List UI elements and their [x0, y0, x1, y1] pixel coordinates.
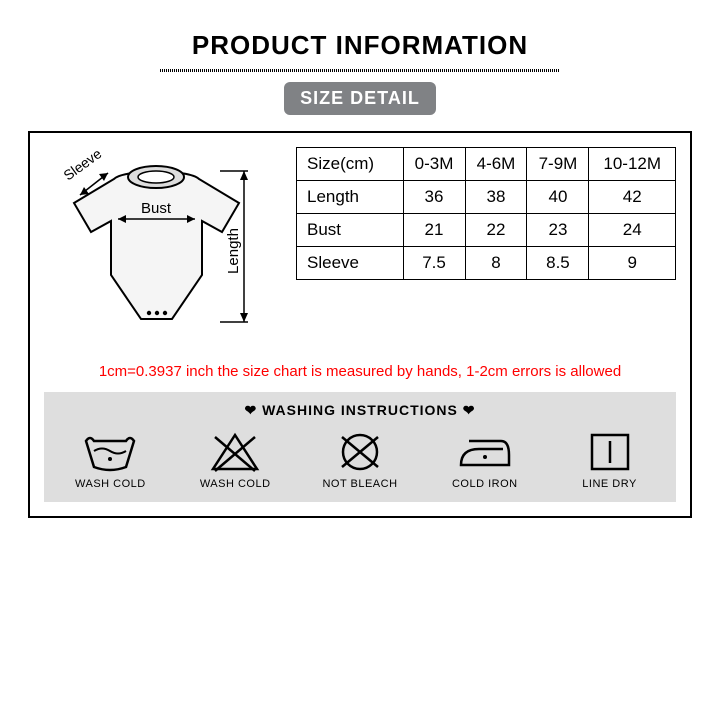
table-row: Bust 21 22 23 24: [297, 214, 676, 247]
table-row: Sleeve 7.5 8 8.5 9: [297, 247, 676, 280]
wash-cold-icon: [55, 429, 165, 474]
wash-item: WASH COLD: [55, 429, 165, 490]
not-bleach-icon: [305, 429, 415, 474]
cell: 8: [465, 247, 527, 280]
cell: 21: [403, 214, 465, 247]
wash-item: COLD IRON: [430, 429, 540, 490]
cell: 36: [403, 181, 465, 214]
page-title: PRODUCT INFORMATION: [28, 30, 692, 61]
row-label: Bust: [297, 214, 404, 247]
cell: 24: [589, 214, 676, 247]
row-label: Length: [297, 181, 404, 214]
wash-label: WASH COLD: [55, 478, 165, 490]
washing-row: WASH COLD WASH COLD: [48, 429, 672, 490]
bust-label: Bust: [141, 200, 172, 217]
sleeve-label: Sleeve: [60, 147, 104, 183]
table-header-row: Size(cm) 0-3M 4-6M 7-9M 10-12M: [297, 148, 676, 181]
line-dry-icon: [555, 429, 665, 474]
length-label: Length: [225, 228, 242, 274]
size-table: Size(cm) 0-3M 4-6M 7-9M 10-12M Length 36…: [296, 147, 676, 280]
wash-cross-icon: [180, 429, 290, 474]
col-size: 4-6M: [465, 148, 527, 181]
wash-label: LINE DRY: [555, 478, 665, 490]
cold-iron-icon: [430, 429, 540, 474]
col-size: 10-12M: [589, 148, 676, 181]
col-size: 7-9M: [527, 148, 589, 181]
wash-item: NOT BLEACH: [305, 429, 415, 490]
cell: 22: [465, 214, 527, 247]
info-panel: Bust Sleeve Length Size(cm) 0-3M: [28, 131, 692, 518]
cell: 9: [589, 247, 676, 280]
cell: 42: [589, 181, 676, 214]
wash-label: COLD IRON: [430, 478, 540, 490]
washing-instructions: ❤ WASHING INSTRUCTIONS ❤ WASH COLD: [44, 392, 676, 502]
size-detail-badge: SIZE DETAIL: [284, 82, 436, 115]
cell: 38: [465, 181, 527, 214]
row-label: Sleeve: [297, 247, 404, 280]
cell: 23: [527, 214, 589, 247]
wash-label: WASH COLD: [180, 478, 290, 490]
col-size: 0-3M: [403, 148, 465, 181]
cell: 7.5: [403, 247, 465, 280]
title-underline: [160, 69, 560, 72]
garment-diagram: Bust Sleeve Length: [44, 147, 274, 347]
cell: 8.5: [527, 247, 589, 280]
measurement-note: 1cm=0.3937 inch the size chart is measur…: [44, 363, 676, 380]
header-key: Size(cm): [297, 148, 404, 181]
wash-label: NOT BLEACH: [305, 478, 415, 490]
top-row: Bust Sleeve Length Size(cm) 0-3M: [44, 147, 676, 347]
washing-title: ❤ WASHING INSTRUCTIONS ❤: [48, 402, 672, 419]
wash-item: WASH COLD: [180, 429, 290, 490]
wash-item: LINE DRY: [555, 429, 665, 490]
badge-wrap: SIZE DETAIL: [28, 82, 692, 115]
cell: 40: [527, 181, 589, 214]
table-row: Length 36 38 40 42: [297, 181, 676, 214]
